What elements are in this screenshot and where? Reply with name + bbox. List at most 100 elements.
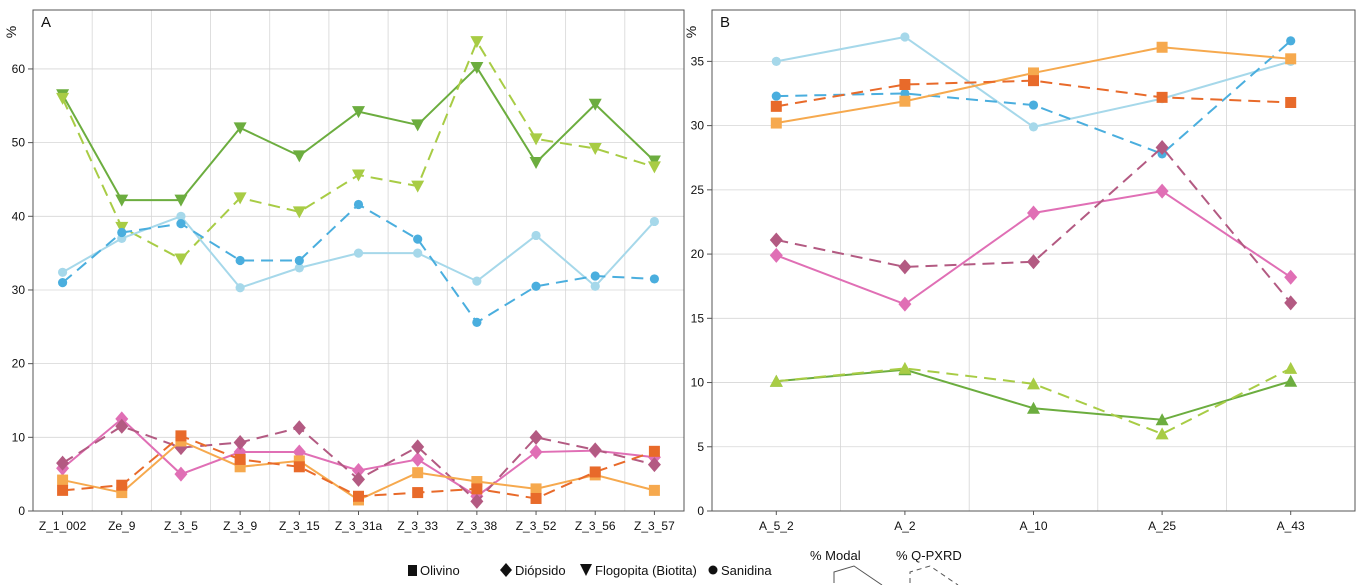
data-point-flogopita-modal <box>352 106 365 119</box>
data-point-olivino-qpxrd <box>175 430 187 442</box>
data-point-sanidina-qpxrd <box>235 255 245 266</box>
y-tick-label: 30 <box>691 119 705 133</box>
y-tick-label: 25 <box>691 183 705 197</box>
y-tick-label: 40 <box>12 209 26 223</box>
y-tick-label: 60 <box>12 62 26 76</box>
y-tick-label: 20 <box>12 357 26 371</box>
data-point-olivino-modal <box>1156 41 1168 53</box>
data-point-sanidina-qpxrd <box>1286 36 1296 46</box>
data-point-diopsido-modal <box>174 466 188 482</box>
data-point-olivino-qpxrd <box>530 492 542 504</box>
data-point-diopsido-modal <box>411 451 425 467</box>
data-point-sanidina-qpxrd <box>771 91 781 101</box>
data-point-flogopita-qpxrd <box>1284 361 1298 374</box>
data-point-flogopita-modal <box>292 150 306 163</box>
data-point-flogopita-modal <box>1027 401 1040 414</box>
data-point-flogopita-modal <box>233 122 247 135</box>
data-point-sanidina-qpxrd <box>413 234 423 244</box>
y-tick-label: 10 <box>691 376 705 390</box>
data-point-diopsido-modal <box>1155 183 1169 199</box>
x-tick-label: Z_3_5 <box>164 519 198 533</box>
x-tick-label: Z_3_52 <box>516 519 557 533</box>
data-point-diopsido-modal <box>898 296 912 312</box>
data-point-diopsido-qpxrd <box>352 471 365 487</box>
x-tick-label: Z_3_38 <box>457 519 498 533</box>
data-point-diopsido-qpxrd <box>115 418 129 434</box>
data-point-sanidina-qpxrd <box>176 219 186 229</box>
x-tick-label: Z_3_57 <box>634 519 675 533</box>
data-point-diopsido-qpxrd <box>1284 295 1298 311</box>
data-point-olivino-modal <box>412 467 424 479</box>
x-tick-label: A_10 <box>1019 519 1047 533</box>
legend-triangle-marker <box>580 564 592 576</box>
y-tick-label: 30 <box>12 283 26 297</box>
data-point-olivino-qpxrd <box>589 466 601 478</box>
data-point-diopsido-qpxrd <box>470 493 484 509</box>
data-point-olivino-modal <box>530 483 542 495</box>
data-point-sanidina-qpxrd <box>1028 100 1039 110</box>
data-point-flogopita-modal <box>588 98 602 111</box>
data-point-diopsido-qpxrd <box>411 439 425 455</box>
data-point-diopsido-modal <box>1284 269 1298 285</box>
data-point-flogopita-qpxrd <box>588 143 602 156</box>
data-point-sanidina-qpxrd <box>531 281 541 291</box>
data-point-olivino-qpxrd <box>648 445 660 457</box>
legend-modal: % Modal <box>810 548 861 563</box>
data-point-sanidina-qpxrd <box>57 278 68 288</box>
data-point-sanidina-modal <box>57 267 68 277</box>
data-point-olivino-modal <box>57 474 69 486</box>
data-point-olivino-qpxrd <box>471 483 483 495</box>
data-point-sanidina-modal <box>771 56 781 66</box>
data-point-flogopita-qpxrd <box>1027 377 1040 390</box>
y-axis-label: % <box>683 26 699 38</box>
panel-label: A <box>41 14 51 31</box>
y-tick-label: 5 <box>697 440 704 454</box>
data-point-sanidina-qpxrd <box>353 199 364 210</box>
data-point-olivino-qpxrd <box>1285 96 1297 108</box>
data-point-sanidina-modal <box>900 32 910 42</box>
data-point-diopsido-qpxrd <box>1027 254 1040 270</box>
y-axis-label: % <box>3 26 19 38</box>
legend-qpxrd: % Q-PXRD <box>896 548 962 563</box>
series-line-olivino-qpxrd <box>776 79 1291 108</box>
data-point-flogopita-qpxrd <box>411 180 425 193</box>
data-point-flogopita-modal <box>470 61 484 74</box>
data-point-sanidina-modal <box>531 230 541 241</box>
data-point-olivino-modal <box>648 484 660 496</box>
data-point-olivino-modal <box>1028 67 1039 79</box>
data-point-diopsido-qpxrd <box>233 434 247 450</box>
panel-label: B <box>720 14 730 31</box>
data-point-diopsido-qpxrd <box>898 259 912 275</box>
data-point-olivino-qpxrd <box>293 461 305 473</box>
data-point-flogopita-qpxrd <box>115 221 129 234</box>
data-point-olivino-modal <box>899 95 911 107</box>
y-tick-label: 50 <box>12 136 26 150</box>
series-line-diopsido-qpxrd <box>776 146 1292 304</box>
x-tick-label: Z_3_31a <box>335 519 383 533</box>
data-point-flogopita-modal <box>1155 413 1169 426</box>
x-tick-label: Z_3_56 <box>575 519 616 533</box>
x-tick-label: A_25 <box>1148 519 1176 533</box>
data-point-olivino-modal <box>293 455 305 467</box>
data-point-flogopita-qpxrd <box>233 192 247 205</box>
legend-circle-marker <box>708 565 718 575</box>
y-tick-label: 35 <box>691 54 705 68</box>
plot-frame <box>32 9 685 512</box>
panel-a: 0 10 20 30 40 50 60 Z_1_002 Ze_9 Z_3_5 Z_3_9 Z_3_15… <box>3 9 685 533</box>
data-point-diopsido-modal <box>769 247 783 263</box>
data-point-flogopita-modal <box>411 119 425 132</box>
data-point-flogopita-qpxrd <box>352 169 365 182</box>
data-point-flogopita-modal <box>174 194 188 207</box>
x-tick-label: Z_3_15 <box>279 519 320 533</box>
data-point-sanidina-modal <box>353 248 364 258</box>
data-point-sanidina-modal <box>413 248 423 258</box>
data-point-olivino-qpxrd <box>1028 75 1039 87</box>
data-point-olivino-qpxrd <box>116 479 128 491</box>
x-tick-label: A_5_2 <box>759 519 794 533</box>
data-point-olivino-qpxrd <box>1156 91 1168 103</box>
data-point-sanidina-modal <box>1028 122 1039 132</box>
data-point-olivino-modal <box>770 117 782 129</box>
data-point-flogopita-modal <box>529 157 543 170</box>
data-point-sanidina-qpxrd <box>117 227 127 238</box>
legend: Olivino Diópsido Flogopita (Biotita) San… <box>408 548 962 585</box>
